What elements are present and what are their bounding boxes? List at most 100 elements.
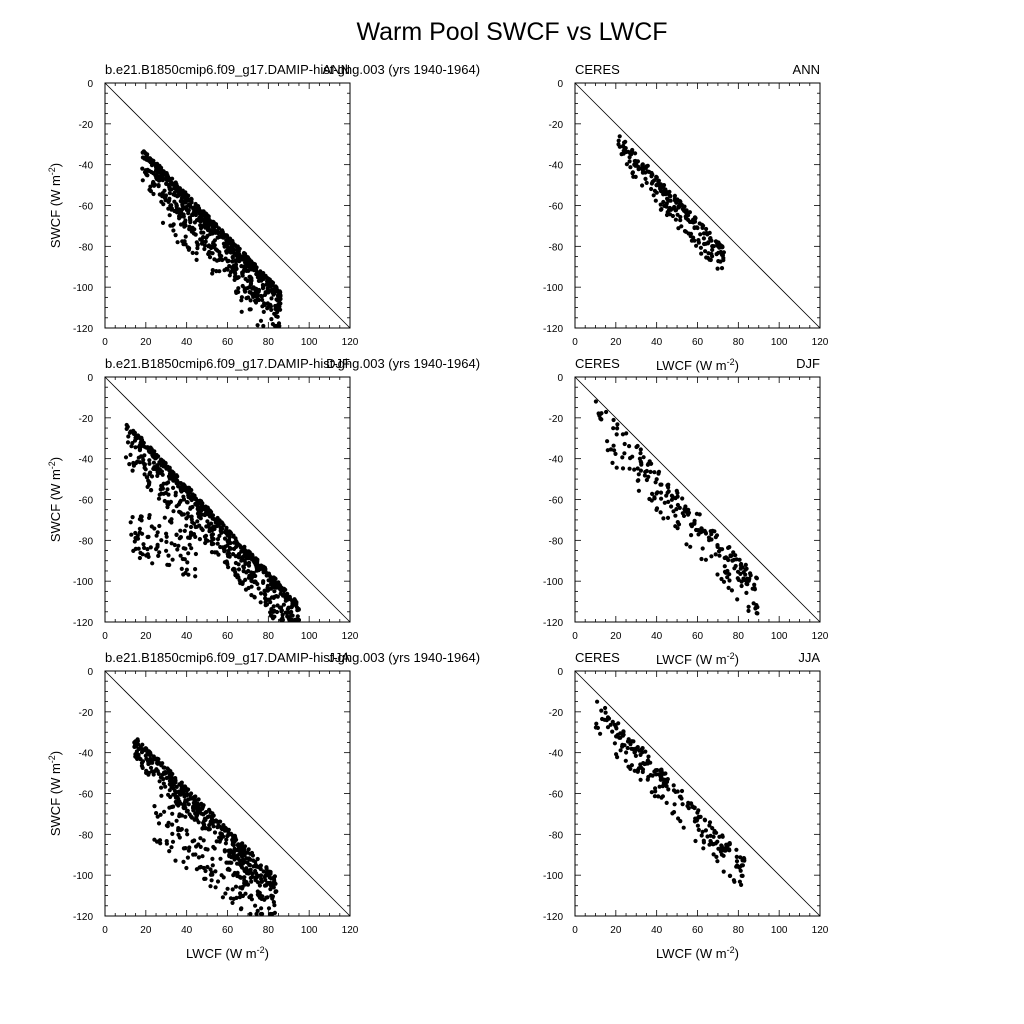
data-point (167, 198, 172, 203)
data-point (179, 196, 184, 201)
data-point (239, 295, 244, 300)
x-tick-label: 60 (692, 631, 704, 642)
data-point (242, 844, 248, 849)
data-point (167, 186, 173, 191)
data-point (231, 552, 236, 557)
data-point (152, 804, 157, 809)
data-point (172, 542, 177, 548)
data-point (234, 258, 240, 263)
data-point (258, 873, 264, 878)
data-point (148, 470, 153, 475)
data-point (673, 789, 678, 795)
data-point (653, 786, 658, 791)
data-point (184, 567, 189, 572)
data-point (163, 490, 168, 495)
data-point (183, 484, 188, 490)
data-point (696, 827, 701, 833)
data-point (698, 232, 703, 237)
data-point (147, 513, 152, 518)
data-point (185, 855, 190, 860)
y-axis-label: SWCF (W m-2) (47, 751, 63, 836)
data-point (235, 853, 240, 858)
data-point (727, 578, 732, 583)
data-point (137, 555, 142, 561)
data-point (205, 864, 210, 870)
data-point (166, 480, 171, 485)
data-point (612, 741, 618, 746)
data-point (661, 199, 666, 205)
data-point (252, 291, 257, 296)
data-point (235, 575, 240, 580)
data-point (635, 443, 640, 449)
data-point (690, 522, 695, 527)
data-point (671, 783, 676, 788)
data-point (177, 835, 182, 840)
data-point (269, 607, 274, 612)
x-tick-label: 120 (812, 337, 829, 348)
data-point (162, 515, 167, 520)
data-point (184, 809, 189, 814)
data-point (627, 466, 632, 471)
data-point (205, 519, 210, 524)
data-point (230, 850, 235, 855)
data-point (674, 507, 679, 512)
scatter-panel-5: 0 20 40 60 80 100 120 0 -20 -40 -60 -80 -100 -120 b.e2… (47, 650, 480, 961)
data-point (165, 766, 170, 771)
data-point (135, 737, 140, 742)
data-point (174, 504, 179, 509)
data-point (140, 765, 145, 771)
data-point (169, 845, 174, 850)
data-point (238, 545, 243, 550)
data-point (270, 283, 275, 288)
data-point (171, 786, 176, 791)
data-point (636, 167, 641, 172)
data-point (675, 494, 680, 499)
data-point (721, 579, 727, 584)
data-point (695, 810, 700, 815)
data-point (614, 726, 619, 731)
data-point (620, 744, 625, 749)
data-point (173, 233, 178, 238)
x-tick-label: 0 (102, 925, 108, 936)
data-point (141, 542, 146, 547)
data-point (264, 866, 269, 871)
y-tick-label: -40 (79, 455, 94, 466)
data-point (170, 557, 175, 562)
data-point (752, 582, 757, 587)
x-tick-label: 120 (812, 631, 829, 642)
data-point (638, 447, 643, 452)
x-tick-label: 40 (651, 925, 663, 936)
scatter-panel-6: 0 20 40 60 80 100 120 0 -20 -40 -60 -80 -100 -120 CERE… (543, 650, 829, 961)
data-point (233, 560, 238, 566)
data-point (242, 251, 248, 256)
data-point (624, 162, 630, 167)
data-point (636, 472, 641, 477)
data-point (171, 792, 176, 797)
data-point (224, 238, 229, 243)
data-point (633, 746, 638, 751)
data-point (701, 236, 707, 241)
data-point (713, 841, 718, 846)
data-point (735, 576, 740, 581)
data-point (249, 578, 254, 584)
data-point (711, 244, 717, 249)
x-tick-label: 0 (572, 631, 578, 642)
data-point (225, 886, 230, 891)
data-point (245, 255, 250, 260)
data-point (203, 225, 208, 230)
data-point (673, 217, 679, 222)
x-tick-label: 60 (222, 337, 234, 348)
x-tick-label: 60 (222, 925, 234, 936)
data-point (640, 170, 646, 175)
data-point (754, 611, 759, 616)
data-point (260, 275, 265, 280)
data-point (184, 828, 189, 833)
data-point (224, 525, 229, 531)
data-point (229, 855, 234, 860)
data-point (694, 818, 700, 823)
data-point (173, 490, 178, 495)
data-point (647, 496, 652, 502)
data-point (151, 772, 156, 777)
data-point (195, 242, 200, 247)
data-point (230, 887, 235, 892)
